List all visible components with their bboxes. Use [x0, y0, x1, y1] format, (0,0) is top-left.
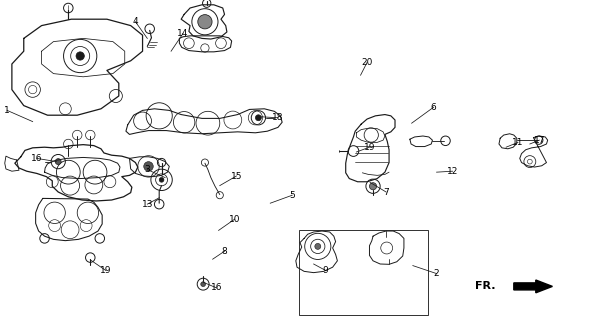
Text: 10: 10	[229, 215, 241, 224]
Text: 4: 4	[132, 17, 138, 26]
Text: 7: 7	[383, 188, 389, 196]
Circle shape	[255, 115, 261, 121]
Circle shape	[159, 178, 164, 182]
Text: 15: 15	[230, 172, 242, 180]
Text: 13: 13	[141, 200, 153, 209]
Circle shape	[369, 183, 377, 190]
Circle shape	[201, 282, 206, 286]
Text: 16: 16	[31, 154, 43, 163]
Text: 6: 6	[431, 103, 437, 112]
Text: 8: 8	[222, 247, 228, 256]
Circle shape	[315, 244, 321, 249]
Text: 20: 20	[361, 58, 373, 67]
Circle shape	[76, 52, 84, 60]
Text: FR.: FR.	[475, 281, 496, 292]
Text: 5: 5	[289, 191, 295, 200]
Text: 14: 14	[177, 29, 189, 38]
Circle shape	[55, 159, 61, 164]
Bar	[299, 230, 428, 315]
Text: 16: 16	[211, 284, 223, 292]
Text: 19: 19	[364, 143, 375, 152]
Text: 19: 19	[100, 266, 112, 275]
Text: 2: 2	[434, 269, 440, 278]
Text: 17: 17	[533, 136, 545, 145]
Text: 18: 18	[272, 113, 284, 122]
FancyArrow shape	[514, 280, 552, 293]
Text: 9: 9	[323, 266, 328, 275]
Text: 11: 11	[512, 138, 524, 147]
Circle shape	[198, 15, 212, 29]
Text: 12: 12	[447, 167, 459, 176]
Circle shape	[144, 162, 153, 171]
Text: 3: 3	[144, 165, 150, 174]
Text: 1: 1	[4, 106, 10, 115]
